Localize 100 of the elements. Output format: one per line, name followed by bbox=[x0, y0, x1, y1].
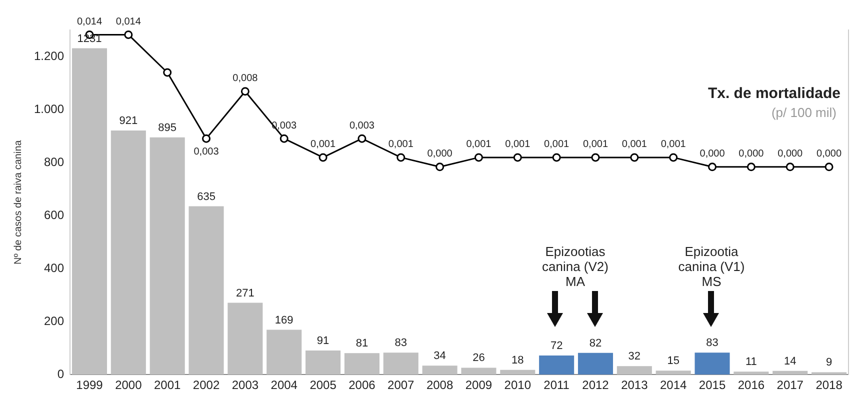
bar bbox=[656, 370, 691, 375]
x-tick-label: 2015 bbox=[698, 378, 726, 392]
data-label: 0,000 bbox=[700, 148, 726, 160]
bar bbox=[772, 370, 808, 375]
y-axis-title: Nº de casos de raiva canina bbox=[12, 140, 24, 264]
x-tick-label: 2008 bbox=[426, 378, 454, 392]
x-tick-label: 2016 bbox=[738, 378, 765, 392]
data-label: 0,008 bbox=[232, 73, 258, 84]
point bbox=[240, 87, 250, 96]
point bbox=[513, 153, 522, 162]
x-tick-label: 2003 bbox=[232, 378, 259, 392]
data-label: 1231 bbox=[77, 32, 102, 45]
bar bbox=[188, 206, 224, 375]
point bbox=[746, 162, 756, 172]
annotation: Tx. de mortalidade bbox=[708, 85, 840, 102]
bar bbox=[228, 302, 263, 375]
bar bbox=[578, 352, 614, 375]
point bbox=[669, 153, 678, 162]
x-tick-label: 2002 bbox=[192, 378, 220, 392]
x-tick-label: 2009 bbox=[465, 378, 492, 392]
bar bbox=[422, 366, 458, 375]
y-tick-label: 200 bbox=[44, 314, 64, 328]
data-label: 0,000 bbox=[427, 148, 453, 160]
y-tick-label: 600 bbox=[44, 208, 64, 222]
annotation: (p/ 100 mil) bbox=[771, 105, 836, 120]
data-label: 15 bbox=[667, 355, 680, 368]
y-tick-label: 1.000 bbox=[34, 102, 64, 116]
data-label: 0,001 bbox=[622, 139, 648, 150]
bar bbox=[461, 368, 496, 375]
bar bbox=[694, 352, 730, 375]
data-label: 0,001 bbox=[466, 139, 492, 150]
data-label: 271 bbox=[236, 287, 254, 300]
point bbox=[436, 162, 444, 172]
x-tick-label: 2014 bbox=[660, 378, 688, 392]
point bbox=[358, 134, 366, 143]
data-label: 895 bbox=[158, 122, 177, 134]
data-label: 0,001 bbox=[310, 139, 336, 150]
bar bbox=[500, 370, 536, 375]
point bbox=[318, 153, 328, 162]
data-label: 921 bbox=[119, 114, 138, 127]
x-tick-label: 2006 bbox=[348, 378, 376, 392]
data-label: 82 bbox=[589, 337, 602, 350]
x-tick-label: 2018 bbox=[816, 378, 843, 392]
y-tick-label: 400 bbox=[44, 260, 64, 275]
data-label: 14 bbox=[784, 355, 796, 368]
y-tick-label: 0 bbox=[57, 366, 64, 381]
data-label: 81 bbox=[356, 338, 368, 350]
point bbox=[552, 153, 561, 162]
bar bbox=[734, 372, 769, 375]
data-label: 169 bbox=[274, 314, 294, 326]
x-tick-label: 2010 bbox=[504, 378, 532, 392]
data-label: 0,014 bbox=[76, 16, 102, 28]
point bbox=[474, 153, 483, 162]
point bbox=[708, 162, 717, 172]
data-label: 18 bbox=[512, 354, 524, 366]
data-label: 0,014 bbox=[116, 16, 142, 28]
point bbox=[163, 68, 172, 77]
point bbox=[280, 134, 288, 143]
data-label: 72 bbox=[550, 340, 563, 352]
data-label: 32 bbox=[628, 350, 641, 363]
data-label: 0,003 bbox=[194, 146, 220, 158]
data-label: 0,001 bbox=[660, 139, 686, 150]
x-tick-label: 2013 bbox=[621, 378, 648, 392]
data-label: 9 bbox=[826, 356, 832, 369]
annotation: Epizootias canina (V2) MA bbox=[541, 244, 610, 289]
x-tick-label: 2012 bbox=[582, 378, 610, 392]
bar bbox=[812, 372, 847, 375]
x-tick-label: 2011 bbox=[544, 378, 570, 392]
data-label: 83 bbox=[706, 337, 718, 350]
data-label: 0,000 bbox=[816, 148, 842, 160]
data-label: 635 bbox=[197, 190, 216, 203]
point bbox=[786, 162, 794, 172]
data-label: 0,000 bbox=[738, 148, 764, 160]
data-label: 26 bbox=[472, 352, 485, 364]
point bbox=[396, 153, 406, 162]
data-label: 0,001 bbox=[388, 139, 414, 150]
bar bbox=[110, 130, 146, 375]
bar bbox=[344, 353, 380, 375]
y-tick-label: 1.200 bbox=[34, 48, 64, 63]
x-tick-label: 2017 bbox=[776, 378, 804, 392]
data-label: 0,003 bbox=[349, 120, 375, 132]
x-tick-label: 2007 bbox=[388, 378, 415, 392]
point bbox=[124, 30, 133, 39]
point bbox=[591, 153, 600, 162]
point bbox=[824, 162, 834, 172]
bar bbox=[539, 356, 574, 375]
annotation: Epizootia canina (V1) MS bbox=[677, 244, 746, 289]
bar bbox=[306, 350, 341, 375]
data-label: 0,001 bbox=[544, 139, 570, 150]
x-tick-label: 2004 bbox=[270, 378, 298, 392]
bar bbox=[616, 366, 652, 375]
bar bbox=[266, 330, 302, 375]
y-tick-label: 800 bbox=[44, 154, 64, 169]
x-tick-label: 2005 bbox=[310, 378, 337, 392]
data-label: 0,000 bbox=[778, 148, 804, 160]
x-tick-label: 1999 bbox=[76, 378, 104, 392]
x-tick-label: 2001 bbox=[154, 378, 182, 392]
data-label: 11 bbox=[745, 356, 757, 368]
x-tick-label: 2000 bbox=[115, 378, 142, 392]
point bbox=[630, 153, 639, 162]
